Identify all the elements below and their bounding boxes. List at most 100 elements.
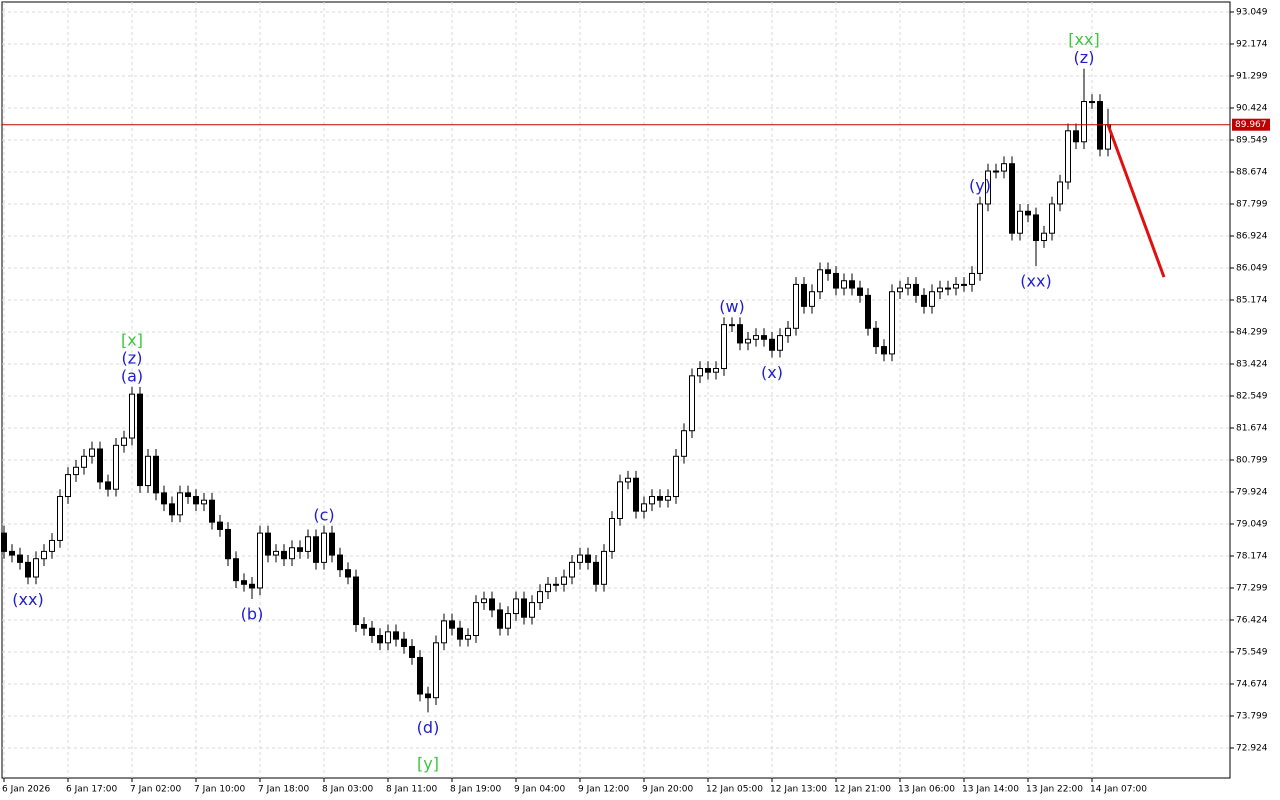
candle-body [393, 631, 399, 640]
candle-body [937, 287, 943, 293]
candle [1097, 94, 1103, 157]
candle [121, 430, 127, 453]
candle-body [673, 455, 679, 498]
candle [497, 602, 503, 636]
candle [833, 266, 839, 296]
candle [385, 624, 391, 651]
candle [1065, 123, 1071, 190]
candle [913, 277, 919, 303]
candle-body [977, 203, 983, 274]
candle-body [25, 561, 31, 578]
candle-body [345, 569, 351, 578]
candle [89, 441, 95, 464]
candle [849, 273, 855, 296]
candle-body [761, 335, 767, 340]
candle-body [193, 496, 199, 505]
candle [617, 474, 623, 526]
candle-body [913, 283, 919, 296]
candle [409, 639, 415, 665]
candle-body [489, 598, 495, 611]
candle [681, 423, 687, 464]
candle-body [897, 287, 903, 293]
candle-body [1097, 101, 1103, 150]
candle [97, 441, 103, 490]
candle [1081, 68, 1087, 150]
wave-label: (z) [1074, 48, 1095, 67]
candle [1049, 196, 1055, 241]
candle [25, 555, 31, 585]
candle-body [457, 627, 463, 640]
candle-body [473, 602, 479, 637]
candle-body [225, 528, 231, 560]
candle-body [281, 550, 287, 560]
candle-body [337, 554, 343, 571]
candle [985, 163, 991, 212]
candle [665, 489, 671, 508]
candle [185, 485, 191, 504]
candle-body [521, 598, 527, 618]
candle [289, 540, 295, 567]
x-tick-label: 14 Jan 07:00 [1090, 785, 1147, 795]
candle [209, 492, 215, 530]
y-tick-label: 73.799 [1236, 712, 1268, 722]
candle-body [145, 455, 151, 487]
candle-body [1073, 130, 1079, 143]
candle [545, 576, 551, 599]
candle [577, 547, 583, 570]
candle [73, 459, 79, 482]
candle [441, 613, 447, 651]
candle [201, 492, 207, 512]
y-tick-label: 86.049 [1236, 263, 1268, 273]
candle [257, 525, 263, 596]
wave-label: [x] [121, 330, 143, 349]
candle [337, 547, 343, 577]
candle-body [665, 496, 671, 501]
candle-body [273, 550, 279, 556]
candle-body [697, 368, 703, 377]
candle [505, 606, 511, 636]
candle [657, 489, 663, 508]
wave-label: (c) [313, 505, 334, 524]
candle [809, 284, 815, 314]
candle [449, 613, 455, 636]
candle [129, 386, 135, 446]
wave-label: (x) [761, 363, 783, 382]
candle [761, 328, 767, 347]
candle-body [793, 283, 799, 329]
candle-body [17, 554, 23, 563]
candle [177, 485, 183, 523]
x-tick-label: 8 Jan 11:00 [386, 785, 438, 795]
candle-body [841, 280, 847, 289]
x-tick-label: 9 Jan 12:00 [578, 785, 630, 795]
candle [705, 361, 711, 380]
candle [561, 569, 567, 592]
wave-label: [y] [417, 754, 439, 773]
candle-body [113, 444, 119, 490]
y-tick-label: 81.674 [1236, 423, 1268, 433]
x-tick-label: 7 Jan 18:00 [258, 785, 310, 795]
candle-body [153, 455, 159, 494]
candle [313, 529, 319, 570]
candle [897, 280, 903, 300]
candle-body [433, 642, 439, 699]
candle-body [713, 368, 719, 373]
candle-body [137, 393, 143, 487]
candle [593, 555, 599, 592]
candle-body [265, 532, 271, 556]
candle-body [769, 338, 775, 351]
candle-body [289, 547, 295, 560]
y-tick-label: 79.924 [1236, 488, 1268, 498]
y-tick-label: 84.299 [1236, 327, 1268, 337]
candle-body [241, 580, 247, 585]
candle [921, 288, 927, 314]
candle-body [361, 624, 367, 629]
candle-body [569, 561, 575, 578]
candle-body [537, 591, 543, 604]
candle [425, 686, 431, 713]
wave-label: (xx) [12, 590, 43, 609]
candle [977, 196, 983, 281]
candle-body [737, 324, 743, 344]
candle [673, 448, 679, 504]
forecast-line [1106, 124, 1166, 278]
wave-label: (y) [969, 176, 991, 195]
